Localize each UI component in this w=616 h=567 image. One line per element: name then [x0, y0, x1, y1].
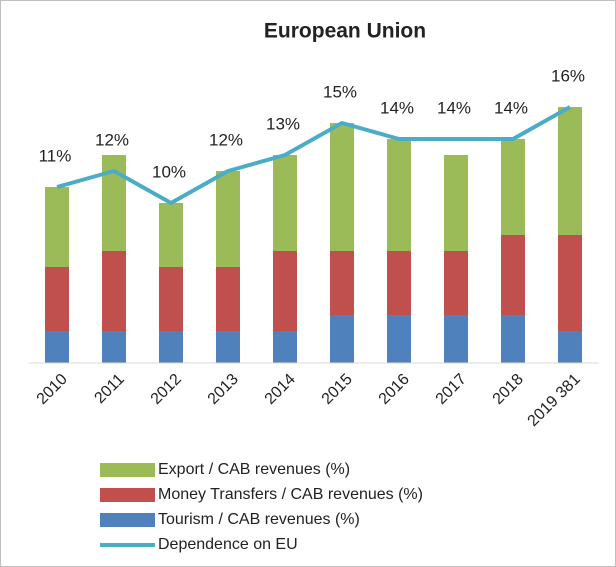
bar-segment [216, 331, 240, 363]
data-label: 14% [380, 98, 414, 117]
bar-segment [330, 315, 354, 363]
legend-label: Export / CAB revenues (%) [158, 461, 350, 478]
bar-segment [330, 251, 354, 315]
bar-segment [45, 331, 69, 363]
data-label: 14% [494, 98, 528, 117]
bar-segment [501, 139, 525, 235]
legend-swatch [100, 513, 155, 527]
bar-segment [45, 187, 69, 267]
bar-segment [273, 331, 297, 363]
legend-label: Dependence on EU [158, 536, 298, 553]
bar-segment [216, 267, 240, 331]
chart-title: European Union [264, 20, 426, 43]
bar-segment [216, 171, 240, 267]
bar-segment [444, 315, 468, 363]
line-series [56, 105, 571, 205]
bar-segment [159, 267, 183, 331]
data-label: 14% [437, 98, 471, 117]
data-label: 15% [323, 82, 357, 101]
bar-segment [387, 315, 411, 363]
bar-segment [45, 267, 69, 331]
bar-segment [558, 107, 582, 235]
data-label: 16% [551, 66, 585, 85]
bar-segment [273, 155, 297, 251]
bar-segment [159, 203, 183, 267]
legend-swatch [100, 488, 155, 502]
bar-segment [387, 251, 411, 315]
data-label: 12% [95, 130, 129, 149]
data-label: 11% [39, 146, 72, 165]
bar-segment [444, 155, 468, 251]
data-label: 13% [266, 114, 300, 133]
bar-segment [102, 331, 126, 363]
bar-segment [330, 123, 354, 251]
legend-label: Money Transfers / CAB revenues (%) [158, 486, 423, 503]
bar-segment [558, 331, 582, 363]
bar-segment [273, 251, 297, 331]
bar-segment [387, 139, 411, 251]
bar-segment [159, 331, 183, 363]
data-label: 10% [152, 162, 186, 181]
legend-label: Tourism / CAB revenues (%) [158, 511, 360, 528]
bar-segment [501, 235, 525, 315]
data-label: 12% [209, 130, 243, 149]
bar-segment [444, 251, 468, 315]
legend-swatch [100, 463, 155, 477]
bar-segment [558, 235, 582, 331]
bar-segment [501, 315, 525, 363]
bar-segment [102, 251, 126, 331]
